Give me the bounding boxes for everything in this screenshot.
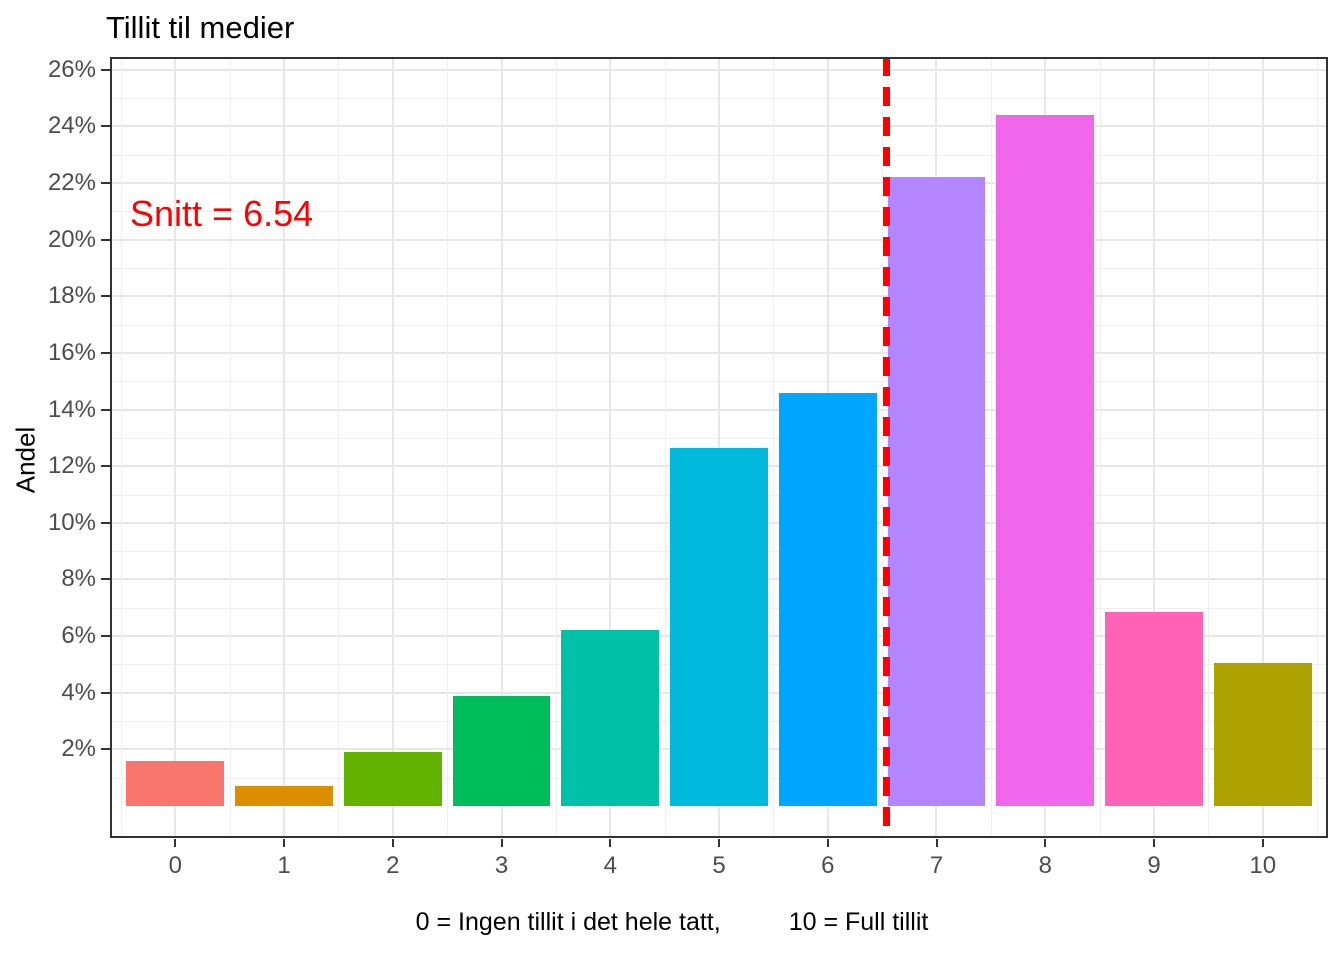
x-axis-title-right: 10 = Full tillit <box>788 908 929 936</box>
v-gridline-minor <box>229 57 231 838</box>
x-tick-label: 9 <box>1147 852 1161 879</box>
v-gridline-major <box>609 57 612 838</box>
v-gridline-minor <box>1317 57 1319 838</box>
v-gridline-major <box>1153 57 1155 838</box>
y-tick-mark <box>101 578 110 581</box>
bar-8 <box>996 115 1095 806</box>
y-tick-label: 6% <box>61 622 96 650</box>
y-tick-mark <box>101 521 110 524</box>
y-tick-mark <box>101 635 110 638</box>
v-gridline-minor <box>882 57 884 838</box>
x-tick-mark <box>935 839 938 847</box>
x-tick-label: 3 <box>494 852 509 879</box>
bar-1 <box>235 786 333 806</box>
y-tick-mark <box>101 465 110 468</box>
v-gridline-minor <box>1208 57 1210 838</box>
y-tick-label: 16% <box>47 338 96 366</box>
y-tick-label: 2% <box>61 735 96 763</box>
x-tick-mark <box>609 839 612 847</box>
y-tick-label: 8% <box>61 565 96 593</box>
v-gridline-minor <box>664 57 666 838</box>
v-gridline-major <box>282 57 285 838</box>
plot-panel: Snitt = 6.54 <box>110 57 1328 838</box>
y-tick-label: 26% <box>47 55 96 83</box>
bar-4 <box>561 630 660 806</box>
x-tick-mark <box>1044 839 1047 847</box>
bar-6 <box>778 392 877 806</box>
y-tick-label: 24% <box>47 112 96 140</box>
x-tick-label: 10 <box>1249 852 1277 879</box>
bar-3 <box>452 695 551 806</box>
y-tick-mark <box>101 295 110 298</box>
y-tick-label: 10% <box>47 508 96 536</box>
v-gridline-minor <box>1099 57 1101 838</box>
x-tick-mark <box>500 839 503 847</box>
y-tick-label: 12% <box>47 452 96 480</box>
x-tick-label: 1 <box>277 852 291 879</box>
y-tick-mark <box>101 182 110 184</box>
x-tick-mark <box>391 839 394 847</box>
x-tick-mark <box>1153 839 1155 847</box>
y-tick-label: 20% <box>47 225 96 253</box>
x-tick-mark <box>283 839 285 847</box>
v-gridline-major <box>1261 57 1264 838</box>
v-gridline-major <box>391 57 394 838</box>
v-gridline-major <box>500 57 503 838</box>
v-gridline-minor <box>773 57 775 838</box>
bar-2 <box>343 752 442 806</box>
x-tick-label: 0 <box>168 852 182 879</box>
v-gridline-minor <box>555 57 557 838</box>
v-gridline-major <box>174 57 177 838</box>
v-gridline-minor <box>447 57 449 838</box>
chart-title: Tillit til medier <box>106 10 295 45</box>
bar-10 <box>1213 662 1312 806</box>
x-tick-label: 7 <box>929 852 944 879</box>
x-tick-label: 4 <box>603 852 617 879</box>
x-tick-label: 6 <box>821 852 835 879</box>
y-tick-label: 22% <box>47 169 96 196</box>
mean-line <box>882 57 890 838</box>
v-gridline-major <box>718 57 720 838</box>
y-tick-mark <box>101 125 110 128</box>
bar-9 <box>1105 612 1203 806</box>
x-tick-label: 8 <box>1038 852 1052 879</box>
y-tick-mark <box>101 238 110 241</box>
x-tick-mark <box>826 839 829 847</box>
x-tick-mark <box>1261 839 1264 847</box>
v-gridline-minor <box>990 57 992 838</box>
x-axis-title: 0 = Ingen tillit i det hele tatt, 10 = F… <box>0 908 1344 937</box>
x-tick-label: 5 <box>712 852 726 879</box>
v-gridline-minor <box>338 57 340 838</box>
x-tick-mark <box>174 839 177 847</box>
y-tick-label: 4% <box>61 678 96 706</box>
bar-0 <box>126 760 225 806</box>
x-axis-title-left: 0 = Ingen tillit i det hele tatt, <box>415 908 721 936</box>
v-gridline-minor <box>120 57 122 838</box>
y-tick-label: 18% <box>47 282 96 310</box>
x-tick-mark <box>718 839 720 847</box>
y-tick-mark <box>101 748 110 751</box>
y-tick-mark <box>101 351 110 354</box>
mean-annotation: Snitt = 6.54 <box>130 193 314 234</box>
y-tick-mark <box>101 691 110 694</box>
y-tick-label: 14% <box>47 395 96 423</box>
bar-5 <box>670 447 768 806</box>
bar-7 <box>887 177 986 806</box>
x-tick-label: 2 <box>386 852 400 879</box>
y-tick-mark <box>101 68 110 71</box>
y-tick-mark <box>101 408 110 411</box>
